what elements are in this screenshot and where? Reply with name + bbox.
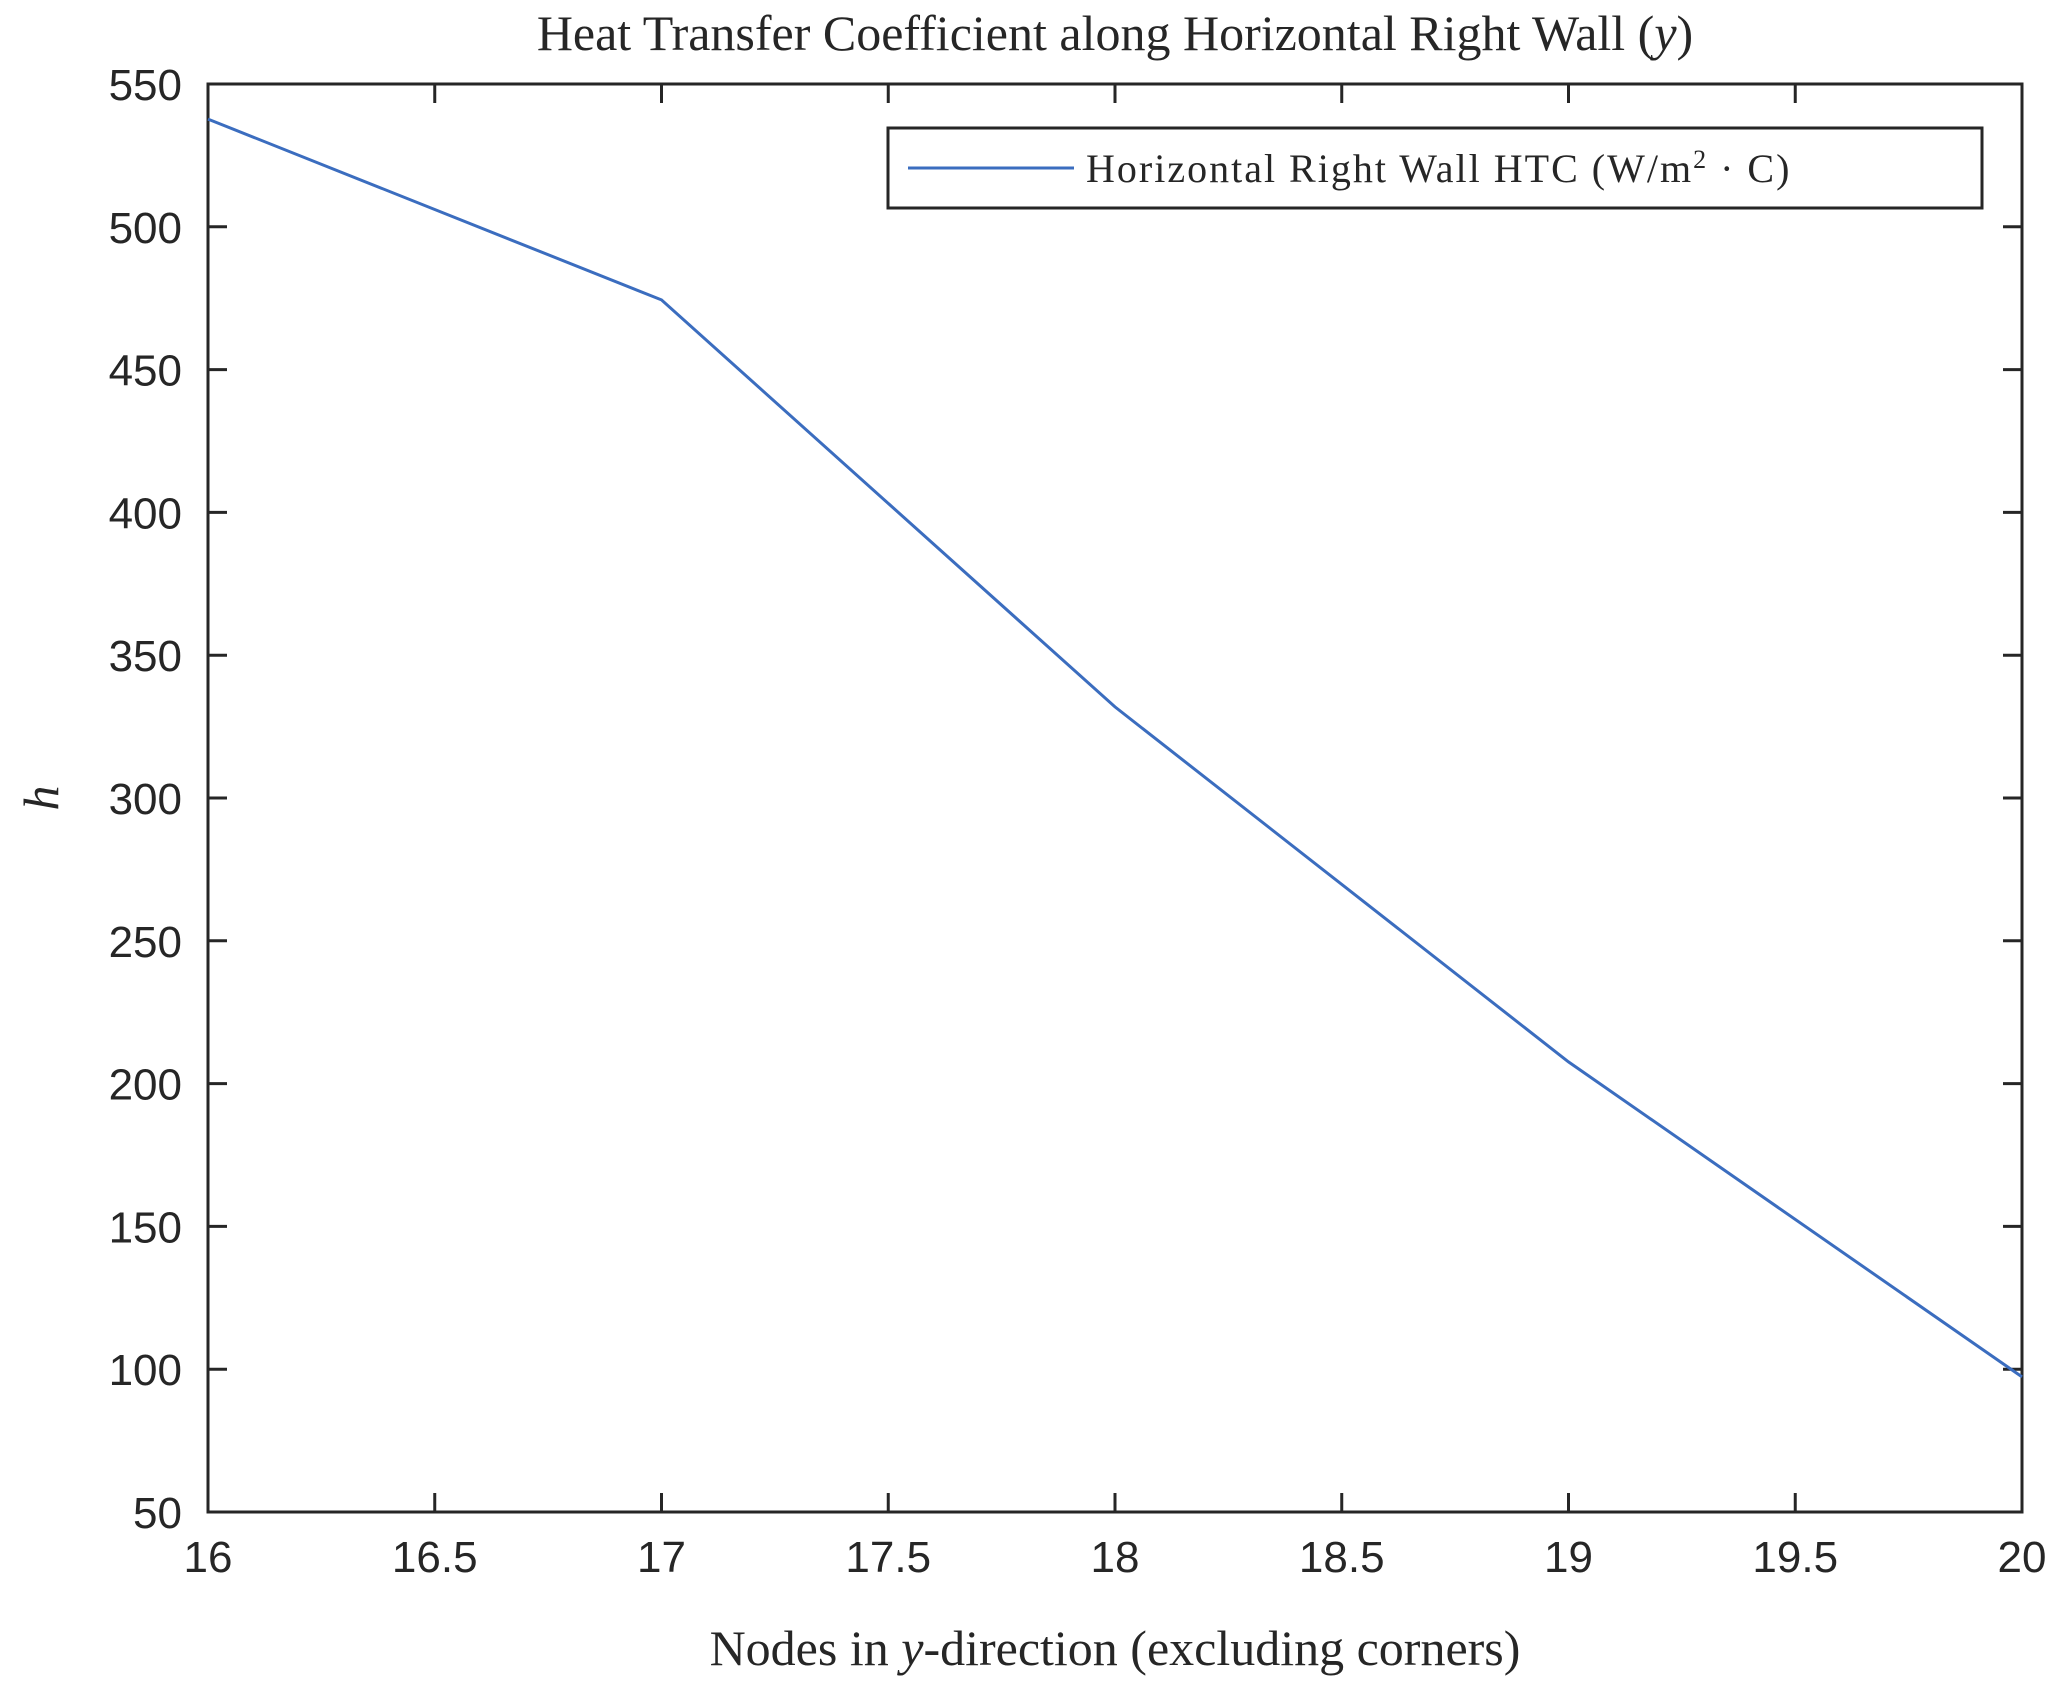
x-tick-label: 19.5 — [1752, 1533, 1838, 1582]
plot-area — [206, 82, 2024, 1514]
y-tick-label: 450 — [109, 347, 182, 396]
legend-label: Horizontal Right Wall HTC (W/m2 · C) — [1086, 145, 1791, 192]
x-tick-label: 17 — [637, 1533, 686, 1582]
x-axis-label: Nodes in y-direction (excluding corners) — [710, 1620, 1521, 1676]
x-tick-label: 18 — [1091, 1533, 1140, 1582]
y-tick-label: 150 — [109, 1203, 182, 1252]
x-tick-label: 16 — [184, 1533, 233, 1582]
y-tick-label: 50 — [133, 1489, 182, 1538]
y-tick-label: 550 — [109, 61, 182, 110]
series-line — [207, 117, 2023, 1379]
y-tick-label: 200 — [109, 1061, 182, 1110]
y-tick-label: 400 — [109, 489, 182, 538]
y-tick-label: 300 — [109, 775, 182, 824]
x-tick-label: 18.5 — [1299, 1533, 1385, 1582]
y-tick-label: 350 — [109, 632, 182, 681]
y-tick-label: 100 — [109, 1346, 182, 1395]
chart-title: Heat Transfer Coefficient along Horizont… — [537, 5, 1693, 61]
x-tick-label: 19 — [1544, 1533, 1593, 1582]
x-axis: 16 16.5 17 17.5 18 18.5 19 19.5 20 — [184, 84, 2047, 1582]
y-axis: 50 100 150 200 250 300 350 400 450 500 550 — [109, 61, 2022, 1538]
legend: Horizontal Right Wall HTC (W/m2 · C) — [886, 126, 1984, 210]
y-tick-label: 500 — [109, 204, 182, 253]
x-tick-label: 20 — [1998, 1533, 2047, 1582]
y-axis-label: h — [13, 786, 69, 811]
y-tick-label: 250 — [109, 918, 182, 967]
x-tick-label: 16.5 — [392, 1533, 478, 1582]
x-tick-label: 17.5 — [845, 1533, 931, 1582]
